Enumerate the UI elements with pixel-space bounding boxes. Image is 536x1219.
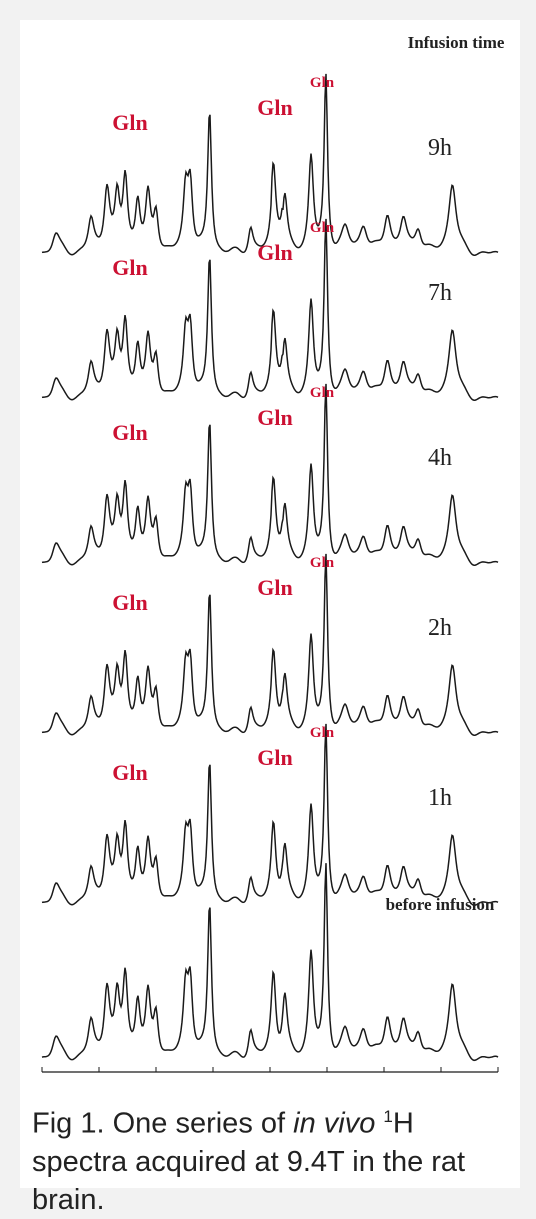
- axis-tick-label: 0.5: [489, 1078, 507, 1080]
- spectrum-trace: [41, 863, 499, 1062]
- axis-tick-label: 1.5: [375, 1078, 393, 1080]
- nmr-spectra-chart: Infusion time 9h Gln Gln Gln 7h Gln Gln Gln 4h Gl…: [33, 33, 507, 1080]
- infusion-time-header: Infusion time: [408, 33, 505, 52]
- axis-tick-label: 4.0: [90, 1078, 108, 1080]
- spectrum-trace: [41, 553, 499, 736]
- ppm-axis: 4.5 4.0 3.5 3.0 2.5 2.0 1.5 1.0 0.5: [33, 1067, 507, 1080]
- gln-peak-label: Gln: [257, 95, 292, 120]
- axis-tick-label: 1.0: [432, 1078, 450, 1080]
- gln-peak-label: Gln: [112, 590, 147, 615]
- spectrum-trace: [41, 73, 499, 256]
- axis-tick-label: 3.5: [147, 1078, 165, 1080]
- gln-peak-label: Gln: [257, 405, 292, 430]
- gln-peak-label: Gln: [310, 220, 335, 236]
- infusion-time-label: before infusion: [386, 895, 495, 914]
- gln-peak-label: Gln: [112, 420, 147, 445]
- spectrum-trace: [41, 723, 499, 906]
- gln-peak-label: Gln: [112, 255, 147, 280]
- infusion-time-label: 7h: [428, 280, 452, 306]
- caption-superscript: 1: [383, 1107, 393, 1126]
- spectrum-trace: [41, 218, 499, 401]
- gln-peak-label: Gln: [310, 555, 335, 571]
- caption-italic: in vivo: [293, 1107, 376, 1140]
- spectra-figure: Infusion time 9h Gln Gln Gln 7h Gln Gln Gln 4h Gl…: [20, 20, 520, 1216]
- gln-peak-label: Gln: [310, 725, 335, 741]
- gln-peak-label: Gln: [112, 110, 147, 135]
- axis-tick-label: 3.0: [204, 1078, 222, 1080]
- spectrum-trace: [41, 383, 499, 566]
- infusion-time-label: 2h: [428, 615, 452, 641]
- gln-peak-label: Gln: [310, 75, 335, 91]
- gln-peak-label: Gln: [257, 240, 292, 265]
- gln-peak-label: Gln: [112, 760, 147, 785]
- gln-peak-label: Gln: [257, 745, 292, 770]
- gln-peak-label: Gln: [310, 385, 335, 401]
- axis-tick-label: 2.5: [261, 1078, 279, 1080]
- infusion-time-label: 9h: [428, 135, 452, 161]
- axis-tick-label: 2.0: [318, 1078, 336, 1080]
- figure-caption: Fig 1. One series of in vivo 1H spectra …: [32, 1098, 512, 1219]
- caption-prefix: Fig 1. One series of: [32, 1107, 294, 1140]
- infusion-time-label: 1h: [428, 785, 452, 811]
- axis-tick-label: 4.5: [33, 1078, 51, 1080]
- gln-peak-label: Gln: [257, 575, 292, 600]
- infusion-time-label: 4h: [428, 445, 452, 471]
